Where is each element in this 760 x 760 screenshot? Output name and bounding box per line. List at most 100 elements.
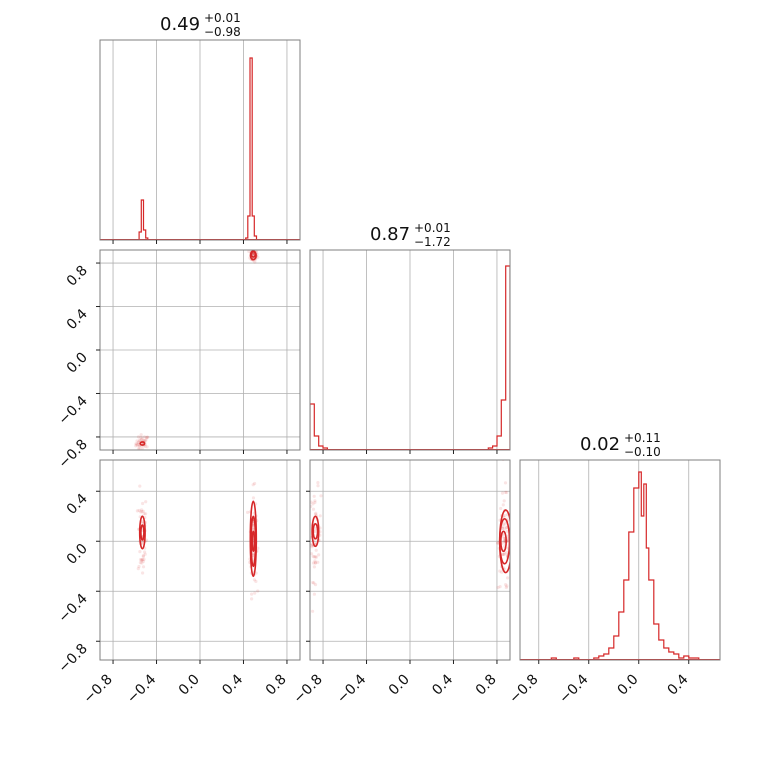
sample-point — [313, 529, 317, 534]
sample-point — [498, 585, 502, 589]
sample-point — [311, 561, 316, 565]
x-tick-label: −0.8 — [81, 672, 116, 707]
x-tick-label: 0.8 — [473, 672, 500, 699]
panel-1-1: 0.87 +0.01−1.72 — [309, 221, 511, 454]
density-contour — [140, 524, 145, 541]
sample-point — [312, 494, 316, 498]
sample-point — [141, 555, 145, 559]
sample-point — [146, 435, 150, 439]
y-tick-label: −0.8 — [55, 436, 90, 471]
sample-point — [506, 576, 510, 580]
sample-point — [135, 509, 139, 513]
sample-point — [500, 553, 504, 557]
sample-point — [310, 543, 313, 548]
sample-point — [253, 591, 257, 595]
sample-point — [501, 526, 505, 531]
sample-point — [137, 564, 141, 569]
sample-point — [312, 565, 316, 569]
sample-point — [312, 592, 316, 596]
sample-point — [136, 440, 141, 444]
sample-point — [138, 550, 142, 554]
x-tick-label: −0.4 — [334, 671, 369, 706]
sample-point — [137, 438, 142, 442]
density-contour — [499, 530, 507, 553]
panel-frame — [519, 459, 721, 661]
sample-point — [316, 484, 320, 488]
sample-point — [501, 535, 505, 539]
param-title-lower-0: −0.98 — [204, 25, 241, 39]
x-tick-label: −0.4 — [556, 671, 591, 706]
sample-point — [504, 583, 508, 587]
sample-point — [314, 561, 318, 565]
sample-point — [501, 460, 505, 461]
sample-point — [138, 558, 143, 562]
sample-point — [135, 442, 139, 446]
sample-point — [505, 550, 509, 554]
param-title-2: 0.02 — [580, 434, 620, 455]
sample-point — [137, 445, 141, 449]
sample-point — [135, 443, 139, 447]
sample-point — [313, 499, 317, 503]
sample-point — [312, 555, 316, 559]
panel-2-1: −0.8 −0.4 0.0 0.4 0.8 — [291, 459, 513, 707]
sample-point — [503, 527, 507, 531]
param-title-lower-1: −1.72 — [414, 235, 451, 249]
density-contour — [249, 500, 258, 578]
sample-point — [136, 435, 141, 439]
sample-point — [139, 437, 143, 441]
sample-point — [505, 526, 509, 530]
sample-point — [306, 528, 309, 531]
sample-point — [504, 585, 508, 590]
sample-point — [142, 512, 146, 516]
sample-point — [141, 559, 145, 564]
x-tick-label: −0.8 — [291, 672, 326, 707]
y-tick-label: 0.4 — [64, 306, 91, 333]
sample-point — [142, 435, 147, 439]
sample-point — [135, 439, 139, 443]
sample-point — [138, 447, 142, 450]
sample-point — [251, 252, 255, 256]
sample-point — [140, 520, 144, 524]
sample-point — [501, 552, 505, 557]
sample-point — [145, 435, 149, 439]
sample-point — [251, 496, 256, 500]
sample-point — [144, 439, 148, 443]
density-contour — [249, 250, 257, 261]
sample-point — [310, 500, 313, 504]
sample-point — [142, 557, 146, 562]
sample-point — [310, 552, 314, 556]
sample-point — [503, 481, 508, 485]
sample-point — [499, 506, 503, 511]
panel-content — [306, 460, 513, 613]
sample-point — [510, 604, 513, 607]
y-tick-label: 0.8 — [64, 263, 91, 290]
sample-point — [140, 558, 144, 562]
sample-point — [500, 491, 505, 495]
sample-point — [252, 578, 256, 582]
sample-point — [496, 541, 500, 545]
sample-point — [143, 552, 147, 556]
sample-point — [316, 560, 320, 564]
panel-2-0: −0.8 −0.4 0.0 0.4 0.8−0.8−0.40.00.4 — [55, 459, 301, 707]
sample-point — [140, 508, 144, 512]
sample-point — [137, 508, 141, 513]
sample-point — [311, 507, 316, 511]
sample-point — [140, 453, 143, 456]
y-tick-label: −0.8 — [55, 641, 90, 676]
sample-point — [502, 536, 506, 541]
sample-point — [138, 561, 142, 565]
sample-point — [246, 510, 250, 514]
sample-point — [502, 540, 506, 544]
sample-point — [502, 552, 506, 557]
sample-point — [503, 551, 507, 555]
sample-point — [141, 509, 145, 513]
sample-point — [501, 522, 506, 526]
sample-point — [136, 442, 140, 447]
sample-point — [251, 527, 255, 531]
sample-point — [313, 583, 318, 587]
sample-point — [144, 512, 148, 516]
y-tick-label: 0.4 — [64, 491, 91, 518]
sample-point — [144, 438, 148, 442]
sample-point — [140, 558, 144, 563]
